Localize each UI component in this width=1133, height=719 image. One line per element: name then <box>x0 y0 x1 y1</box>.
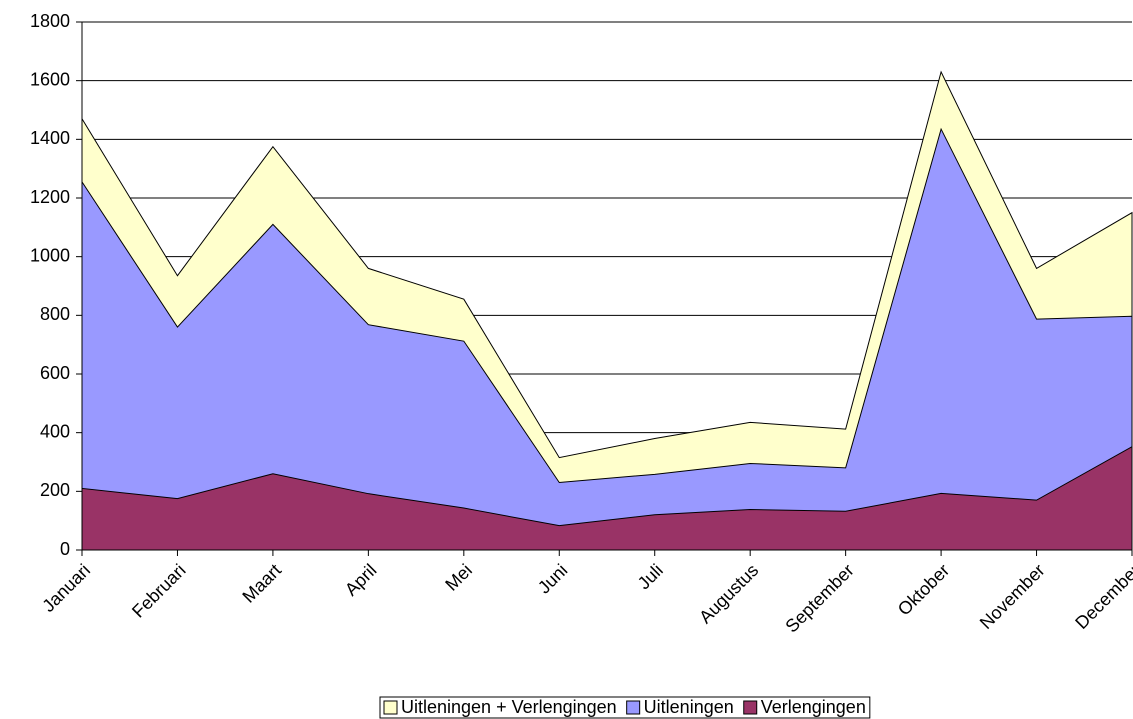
x-tick-label: December <box>1071 560 1133 633</box>
x-tick-label: November <box>976 560 1049 633</box>
area <box>81 445 1133 551</box>
x-tick-label: Augustus <box>695 560 762 627</box>
y-tick-label: 200 <box>40 480 70 500</box>
y-tick-label: 1400 <box>30 128 70 148</box>
y-tick-label: 0 <box>60 539 70 559</box>
x-tick-label: April <box>341 560 381 600</box>
y-tick-label: 800 <box>40 304 70 324</box>
x-tick-label: Maart <box>238 560 285 607</box>
x-tick-label: Oktober <box>894 560 953 619</box>
area <box>81 127 1133 551</box>
x-tick-label: September <box>781 560 857 636</box>
x-tick-label: Mei <box>441 560 476 595</box>
legend-label: Verlengingen <box>761 697 866 717</box>
y-tick-label: 400 <box>40 421 70 441</box>
legend-label: Uitleningen + Verlengingen <box>401 697 617 717</box>
y-tick-label: 1800 <box>30 11 70 31</box>
x-tick-label: Juli <box>634 560 667 593</box>
y-tick-label: 600 <box>40 363 70 383</box>
x-tick-label: Januari <box>38 560 94 616</box>
x-tick-label: Juni <box>534 560 571 597</box>
legend-swatch <box>383 700 398 715</box>
legend-swatch <box>626 700 641 715</box>
x-tick-label: Februari <box>128 560 190 622</box>
y-tick-label: 1600 <box>30 69 70 89</box>
y-tick-label: 1200 <box>30 187 70 207</box>
legend-swatch <box>743 700 758 715</box>
y-tick-label: 1000 <box>30 245 70 265</box>
legend-label: Uitleningen <box>644 697 734 717</box>
